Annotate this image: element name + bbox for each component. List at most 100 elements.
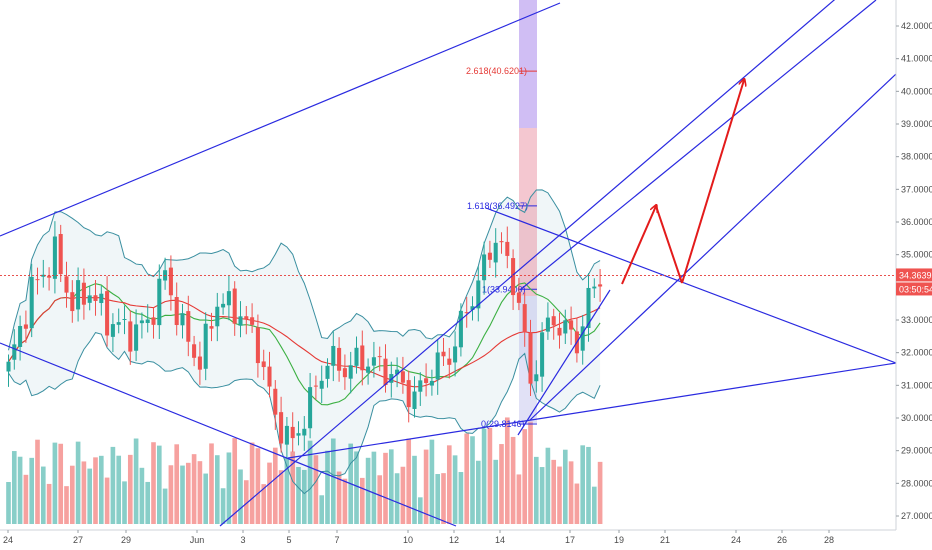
volume-bar xyxy=(133,438,139,524)
x-tick-label: 19 xyxy=(614,535,624,545)
volume-bar xyxy=(545,447,551,524)
rising-channel-lower-trendline xyxy=(529,73,897,421)
candle xyxy=(470,296,475,321)
candle xyxy=(203,312,208,381)
candle-body xyxy=(192,344,197,358)
candle-body xyxy=(453,346,458,363)
candle xyxy=(87,285,92,311)
candle xyxy=(366,358,371,385)
candle xyxy=(174,282,179,336)
candle-body xyxy=(586,287,591,328)
candle xyxy=(134,309,139,362)
candle xyxy=(453,331,458,377)
candle xyxy=(35,267,40,295)
x-tick-label: Jun xyxy=(190,535,205,545)
candle-body xyxy=(110,324,115,337)
candle xyxy=(221,293,226,315)
candle-body xyxy=(203,323,208,369)
candle-body xyxy=(522,304,527,332)
volume-bar xyxy=(441,473,446,524)
volume-bar xyxy=(162,488,168,524)
candle-body xyxy=(389,374,394,383)
candle-body xyxy=(319,380,324,389)
candle xyxy=(12,329,17,370)
candle xyxy=(516,277,521,311)
candle xyxy=(52,221,57,294)
candle xyxy=(261,349,266,381)
volume-bar xyxy=(481,428,487,524)
candle-body xyxy=(476,280,481,309)
candle-body xyxy=(261,361,266,368)
volume-bar xyxy=(11,451,17,524)
candle xyxy=(464,296,469,328)
candle xyxy=(23,310,28,343)
volume-bar xyxy=(81,461,87,524)
candle-body xyxy=(435,352,440,380)
volume-bar xyxy=(516,474,522,524)
volume-bar xyxy=(533,456,539,524)
volume-bar xyxy=(464,433,470,524)
projection-arrow xyxy=(655,205,683,284)
volume-bar xyxy=(586,446,591,524)
volume-bar xyxy=(261,484,267,524)
candle-body xyxy=(511,258,516,296)
candle-body xyxy=(331,345,336,366)
candle-body xyxy=(134,324,139,351)
volume-bar xyxy=(499,444,504,524)
volume-bar xyxy=(429,439,435,524)
candle-body xyxy=(412,391,417,409)
volume-bar xyxy=(394,473,400,524)
candle-body xyxy=(540,332,545,377)
candle-body xyxy=(557,327,562,336)
candle-body xyxy=(342,368,347,378)
candle-body xyxy=(569,320,574,330)
volume-bar xyxy=(232,438,238,524)
volume-bar xyxy=(220,488,226,524)
volume-bar xyxy=(574,483,580,524)
candle-body xyxy=(122,318,127,320)
candle xyxy=(522,292,527,347)
volume-bar xyxy=(243,480,249,524)
candle xyxy=(569,306,574,345)
x-tick-label: 10 xyxy=(403,535,413,545)
volume-bar xyxy=(197,461,203,524)
volume-bar xyxy=(174,444,180,524)
candle xyxy=(244,305,249,335)
candle-body xyxy=(325,365,330,379)
candle xyxy=(511,249,516,310)
time-axis-background xyxy=(0,530,932,550)
candle-body xyxy=(580,326,585,351)
bollinger-band-fill xyxy=(8,189,601,494)
candle xyxy=(476,266,481,322)
rising-channel-upper-trendline xyxy=(519,0,877,291)
candle-body xyxy=(81,282,86,305)
volume-bar xyxy=(151,442,156,524)
candle-body xyxy=(250,317,255,325)
volume-bar xyxy=(145,481,151,524)
candle xyxy=(186,295,191,357)
candle xyxy=(348,351,353,394)
volume-bar xyxy=(383,452,388,524)
x-tick-label: 27 xyxy=(73,535,83,545)
candle xyxy=(545,302,550,340)
volume-bar xyxy=(127,454,133,524)
candle-body xyxy=(563,320,568,334)
candle xyxy=(296,421,301,446)
volume-bar xyxy=(417,497,423,524)
candle xyxy=(302,416,307,451)
candle xyxy=(139,312,144,339)
candle xyxy=(337,337,342,382)
candle-body xyxy=(12,344,17,360)
candle-body xyxy=(424,378,429,383)
candle-body xyxy=(505,241,510,256)
candle xyxy=(487,240,492,268)
candle-body xyxy=(429,380,434,386)
candle xyxy=(586,273,591,342)
candle xyxy=(58,224,63,283)
candle-body xyxy=(64,276,69,293)
volume-bar xyxy=(597,461,603,524)
volume-bar xyxy=(307,440,313,524)
y-tick-label: 29.0000 xyxy=(901,446,932,456)
volume-bar xyxy=(116,455,122,524)
